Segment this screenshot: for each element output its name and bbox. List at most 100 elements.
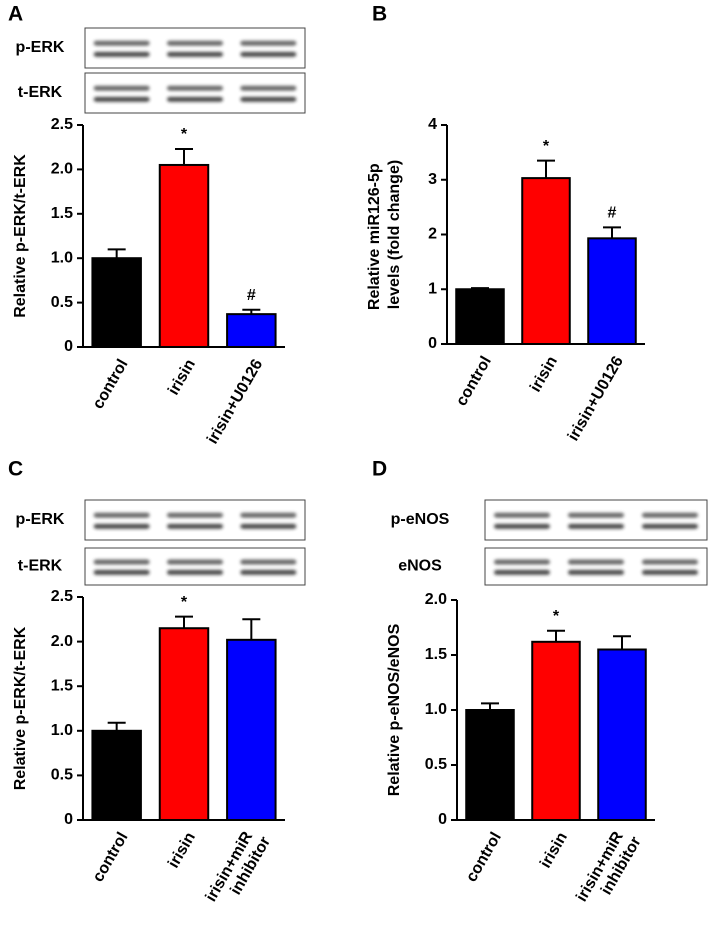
blot-band xyxy=(240,51,297,57)
blot-label: t-ERK xyxy=(18,558,63,575)
y-tick-label: 4 xyxy=(428,116,437,133)
blot-band xyxy=(93,569,150,575)
blot-band xyxy=(568,569,624,575)
bar xyxy=(91,257,142,349)
panel-letter: C xyxy=(8,458,23,481)
x-tick-label: irisin xyxy=(165,830,199,872)
y-tick-label: 1.5 xyxy=(51,677,73,694)
blot-band xyxy=(167,523,223,529)
y-tick-label: 1.0 xyxy=(51,722,73,739)
bar xyxy=(465,709,515,821)
blot-band xyxy=(93,51,150,57)
bar xyxy=(597,648,647,821)
y-tick-label: 0.5 xyxy=(51,767,73,784)
blot-band xyxy=(240,85,297,91)
blot-band xyxy=(240,559,297,565)
y-tick-label: 2.0 xyxy=(51,161,73,178)
blot-label: p-ERK xyxy=(16,39,65,56)
blot-band xyxy=(167,569,223,575)
blot-band xyxy=(568,523,624,529)
significance-label: * xyxy=(543,138,550,155)
x-tick-label: control xyxy=(453,354,495,409)
y-axis-label: Relative p-eNOS/eNOS xyxy=(386,623,403,796)
x-tick-label: irisin xyxy=(165,357,199,399)
x-tick-label: irisin+U0126 xyxy=(565,354,627,445)
blot-band xyxy=(494,569,550,575)
y-tick-label: 0 xyxy=(64,811,73,828)
significance-label: * xyxy=(181,594,188,611)
x-tick-label: control xyxy=(463,830,505,885)
bar xyxy=(158,163,210,348)
blot-band xyxy=(93,559,150,565)
blot-band xyxy=(167,559,223,565)
y-tick-label: 2.5 xyxy=(51,116,73,133)
y-tick-label: 1.0 xyxy=(51,249,73,266)
y-tick-label: 2.5 xyxy=(51,588,73,605)
blot-band xyxy=(167,85,223,91)
blot-band xyxy=(494,512,550,518)
x-tick-label: irisin+miR inhibitor xyxy=(203,825,274,914)
bar xyxy=(226,313,277,349)
blot-band xyxy=(568,512,624,518)
y-tick-label: 1.5 xyxy=(51,205,73,222)
blot-band xyxy=(642,569,698,575)
x-tick-label: irisin xyxy=(527,354,561,396)
blot-band xyxy=(494,523,550,529)
bar xyxy=(587,237,637,346)
blot-frame xyxy=(484,547,708,586)
bar xyxy=(531,640,581,821)
bar xyxy=(158,627,210,821)
significance-label: * xyxy=(553,608,560,625)
significance-label: * xyxy=(181,126,188,143)
blot-frame xyxy=(84,547,306,586)
blot-label: t-ERK xyxy=(18,84,63,101)
y-axis-label: Relative p-ERK/t-ERK xyxy=(12,154,29,318)
blot-frame xyxy=(84,27,306,69)
blot-band xyxy=(642,512,698,518)
blot-band xyxy=(93,523,150,529)
panel-letter: B xyxy=(372,3,387,26)
blot-frame xyxy=(84,72,306,114)
blot-band xyxy=(642,559,698,565)
blot-band xyxy=(93,512,150,518)
y-tick-label: 0.5 xyxy=(51,294,73,311)
y-tick-label: 3 xyxy=(428,171,437,188)
y-tick-label: 2.0 xyxy=(51,633,73,650)
blot-band xyxy=(167,512,223,518)
blot-band xyxy=(93,85,150,91)
blot-band xyxy=(93,96,150,102)
blot-band xyxy=(240,523,297,529)
x-tick-label: irisin xyxy=(537,830,571,872)
significance-label: # xyxy=(608,205,617,222)
y-tick-label: 2 xyxy=(428,226,437,243)
y-tick-label: 2.0 xyxy=(425,591,447,608)
significance-label: # xyxy=(247,287,256,304)
y-tick-label: 1 xyxy=(428,280,437,297)
blot-band xyxy=(240,96,297,102)
blot-label: eNOS xyxy=(398,558,442,575)
y-tick-label: 0 xyxy=(438,811,447,828)
blot-band xyxy=(93,40,150,46)
blot-label: p-eNOS xyxy=(391,511,450,528)
y-tick-label: 0 xyxy=(428,335,437,352)
x-tick-label: control xyxy=(90,357,132,412)
blot-band xyxy=(642,523,698,529)
blot-band xyxy=(240,40,297,46)
x-tick-label: irisin+miR inhibitor xyxy=(573,825,644,914)
y-axis-label: Relative miR126-5p levels (fold change) xyxy=(366,159,403,310)
y-axis-label: Relative p-ERK/t-ERK xyxy=(12,626,29,790)
blot-band xyxy=(240,512,297,518)
blot-band xyxy=(167,40,223,46)
blot-frame xyxy=(84,499,306,541)
y-tick-label: 0.5 xyxy=(425,756,447,773)
bar xyxy=(226,638,277,821)
x-tick-label: irisin+U0126 xyxy=(204,357,266,448)
blot-band xyxy=(240,569,297,575)
blot-band xyxy=(568,559,624,565)
blot-frame xyxy=(484,499,708,541)
y-tick-label: 1.5 xyxy=(425,646,447,663)
y-tick-label: 1.0 xyxy=(425,701,447,718)
bar xyxy=(91,729,142,821)
panel-letter: A xyxy=(8,3,23,26)
